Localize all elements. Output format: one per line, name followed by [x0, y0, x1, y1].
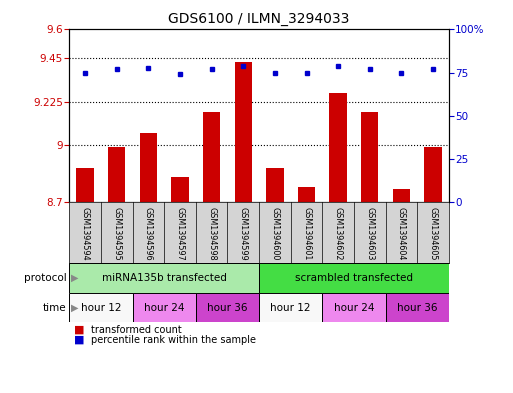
- Text: GSM1394602: GSM1394602: [333, 207, 343, 261]
- Text: hour 36: hour 36: [207, 303, 248, 312]
- Bar: [298, 187, 315, 202]
- Bar: [132, 293, 196, 322]
- Text: ▶: ▶: [71, 273, 78, 283]
- Text: hour 12: hour 12: [81, 303, 121, 312]
- Bar: [108, 147, 125, 202]
- Bar: [329, 93, 347, 202]
- Text: GSM1394598: GSM1394598: [207, 207, 216, 261]
- Text: ■: ■: [74, 335, 85, 345]
- Bar: [203, 112, 220, 202]
- Text: hour 36: hour 36: [397, 303, 438, 312]
- Bar: [76, 168, 94, 202]
- Title: GDS6100 / ILMN_3294033: GDS6100 / ILMN_3294033: [168, 12, 350, 26]
- Bar: [69, 293, 132, 322]
- Text: hour 24: hour 24: [334, 303, 374, 312]
- Text: transformed count: transformed count: [91, 325, 182, 335]
- Text: ▶: ▶: [71, 303, 78, 312]
- Bar: [259, 263, 449, 293]
- Bar: [386, 293, 449, 322]
- Text: scrambled transfected: scrambled transfected: [295, 273, 413, 283]
- Bar: [234, 62, 252, 202]
- Bar: [266, 168, 284, 202]
- Bar: [259, 293, 322, 322]
- Bar: [140, 133, 157, 202]
- Text: miRNA135b transfected: miRNA135b transfected: [102, 273, 227, 283]
- Text: GSM1394596: GSM1394596: [144, 207, 153, 261]
- Bar: [361, 112, 379, 202]
- Bar: [424, 147, 442, 202]
- Text: protocol: protocol: [24, 273, 67, 283]
- Text: GSM1394600: GSM1394600: [270, 207, 280, 261]
- Text: GSM1394605: GSM1394605: [428, 207, 438, 261]
- Text: hour 12: hour 12: [270, 303, 311, 312]
- Bar: [171, 177, 189, 202]
- Text: percentile rank within the sample: percentile rank within the sample: [91, 335, 256, 345]
- Bar: [322, 293, 386, 322]
- Text: GSM1394599: GSM1394599: [239, 207, 248, 261]
- Bar: [69, 263, 259, 293]
- Bar: [393, 189, 410, 202]
- Text: GSM1394601: GSM1394601: [302, 207, 311, 261]
- Text: GSM1394604: GSM1394604: [397, 207, 406, 261]
- Text: GSM1394603: GSM1394603: [365, 207, 374, 261]
- Text: time: time: [43, 303, 67, 312]
- Text: hour 24: hour 24: [144, 303, 184, 312]
- Text: ■: ■: [74, 325, 85, 335]
- Text: GSM1394594: GSM1394594: [81, 207, 90, 261]
- Text: GSM1394597: GSM1394597: [175, 207, 185, 261]
- Text: GSM1394595: GSM1394595: [112, 207, 121, 261]
- Bar: [196, 293, 259, 322]
